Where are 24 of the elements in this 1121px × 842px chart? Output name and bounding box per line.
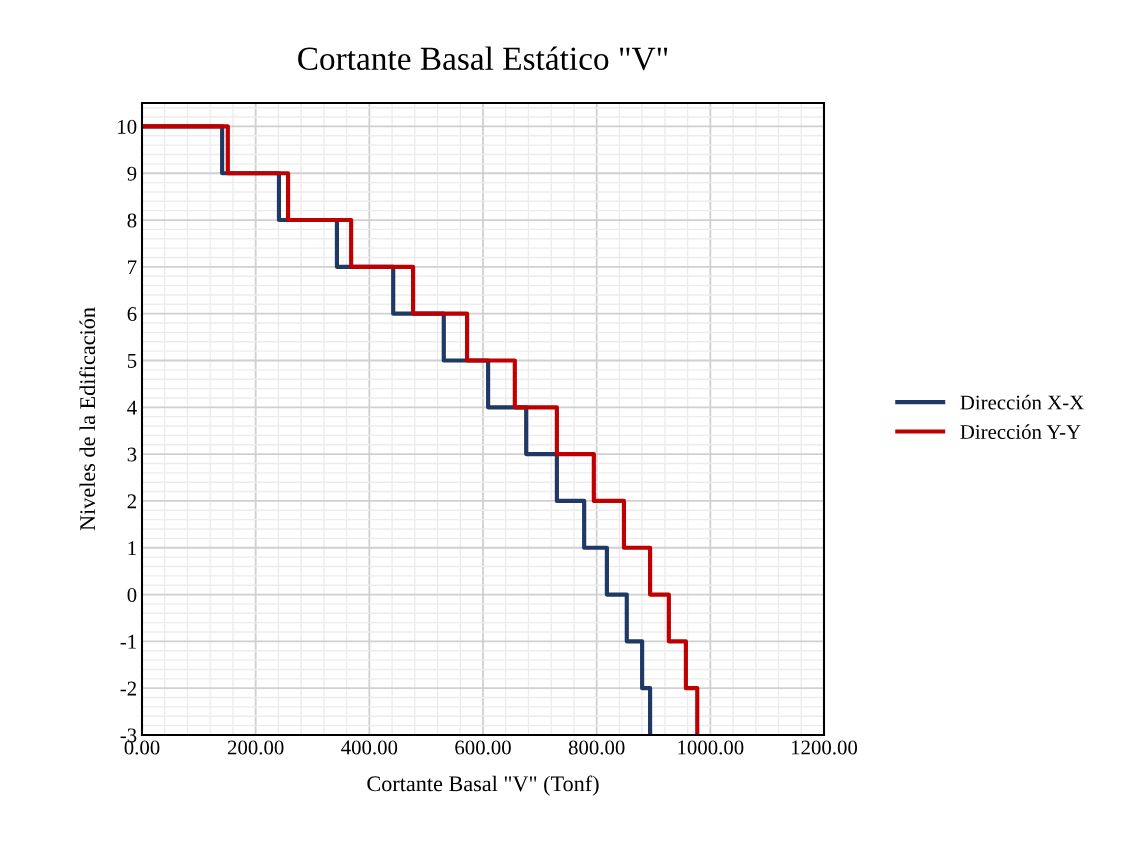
y-tick-label: 9 (127, 166, 137, 181)
y-tick-label: 5 (127, 354, 137, 368)
y-tick-label: 7 (128, 260, 137, 275)
y-tick-label: 0 (127, 587, 137, 602)
y-tick-label: 3 (127, 447, 137, 462)
y-tick-label: 4 (127, 400, 137, 415)
chart-title: Cortante Basal Estático "V" (298, 46, 668, 71)
y-tick-label: 2 (127, 494, 136, 509)
y-axis-title: Niveles de la Edificación (79, 307, 96, 531)
x-tick-label: 1000.00 (678, 740, 744, 755)
y-tick-label: -1 (120, 634, 136, 649)
x-tick-label: 600.00 (455, 740, 511, 755)
y-tick-label: 1 (128, 541, 136, 555)
x-axis-title: Cortante Basal "V" (Tonf) (367, 775, 599, 796)
x-tick-label: 1200.00 (791, 740, 858, 755)
legend-label: Dirección X-X (960, 394, 1084, 410)
y-tick-label: 8 (127, 213, 137, 228)
x-tick-label: 400.00 (341, 740, 398, 755)
legend-label: Dirección Y-Y (960, 424, 1081, 439)
x-tick-label: 200.00 (227, 740, 284, 755)
y-tick-label: 10 (118, 119, 137, 134)
x-tick-label: 800.00 (568, 740, 625, 755)
y-tick-label: -2 (120, 681, 136, 696)
y-tick-label: 6 (127, 307, 137, 322)
